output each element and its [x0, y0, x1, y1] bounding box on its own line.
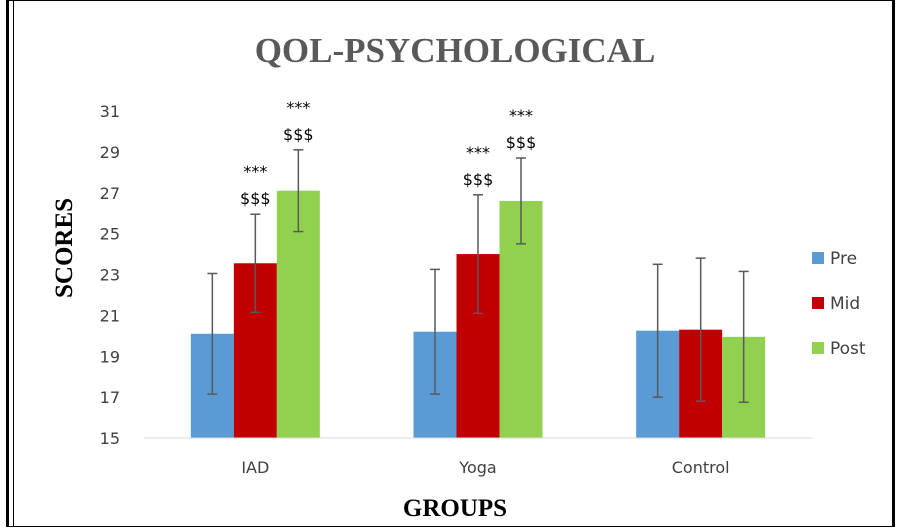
frame-inner-line: [13, 0, 14, 527]
legend-label-pre: Pre: [830, 249, 857, 269]
legend-swatch-pre: [812, 252, 824, 264]
significance-label: ***: [466, 143, 490, 162]
significance-label: ***: [286, 98, 310, 117]
y-tick-label: 29: [100, 143, 120, 162]
y-tick-label: 31: [100, 102, 120, 121]
significance-label: ***: [243, 162, 267, 181]
legend-swatch-mid: [812, 297, 824, 309]
significance-label: $$$: [240, 189, 271, 208]
y-tick-label: 21: [100, 306, 120, 325]
chart-frame: [6, 0, 895, 527]
legend-label-mid: Mid: [830, 294, 860, 314]
legend-label-post: Post: [830, 339, 866, 359]
y-tick-label: 25: [100, 225, 120, 244]
y-tick-label: 19: [100, 347, 120, 366]
significance-label: $$$: [283, 125, 314, 144]
x-category-label: Control: [672, 458, 730, 477]
chart-title: QOL-PSYCHOLOGICAL: [255, 31, 656, 70]
x-category-label: Yoga: [458, 458, 496, 477]
x-axis-title: GROUPS: [403, 495, 507, 522]
y-tick-label: 27: [100, 184, 120, 203]
x-category-label: IAD: [241, 458, 269, 477]
y-axis-title: SCORES: [51, 198, 78, 298]
y-tick-label: 23: [100, 266, 120, 285]
legend-swatch-post: [812, 342, 824, 354]
y-tick-label: 17: [100, 388, 120, 407]
significance-label: $$$: [463, 170, 494, 189]
significance-label: ***: [509, 106, 533, 125]
significance-label: $$$: [506, 133, 537, 152]
y-tick-label: 15: [100, 429, 120, 448]
